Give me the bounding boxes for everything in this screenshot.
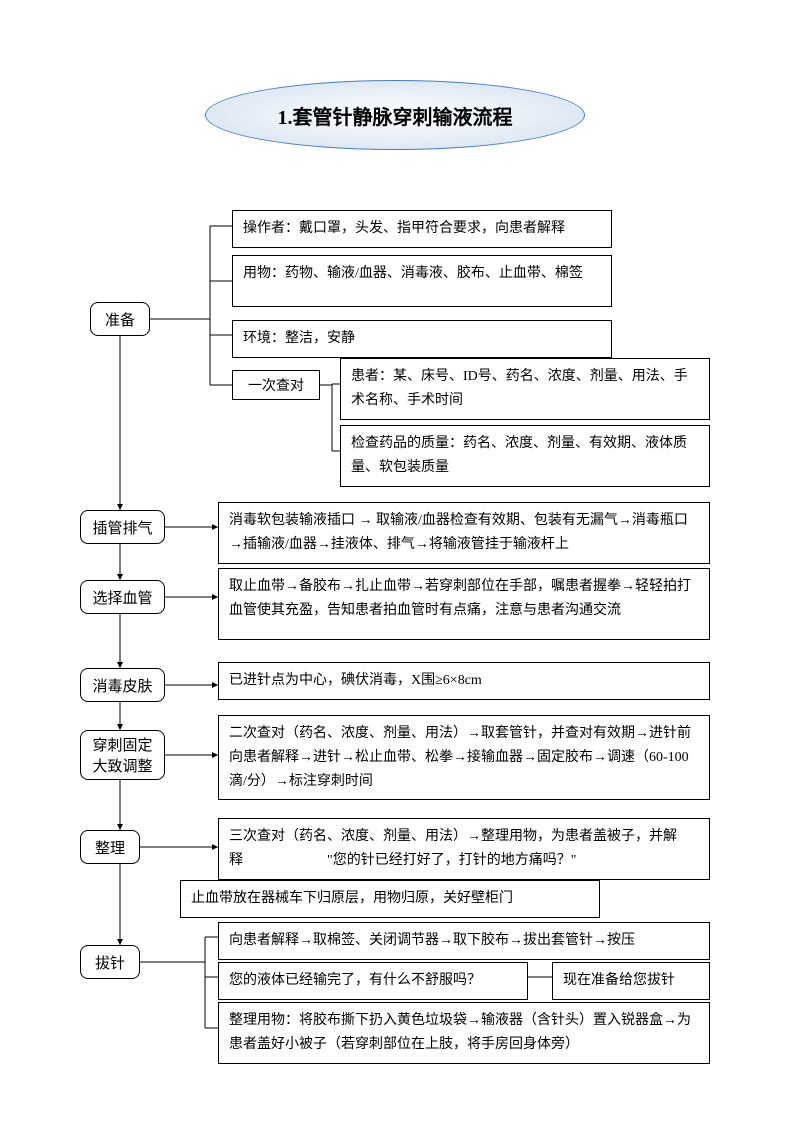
step-vessel: 选择血管 bbox=[80, 580, 165, 614]
step-punct: 穿刺固定 大致调整 bbox=[80, 730, 165, 780]
title-ellipse: 1.套管针静脉穿刺输液流程 bbox=[205, 80, 585, 150]
remove-detail-3: 整理用物：将胶布撕下扔入黄色垃圾袋→输液器（含针头）置入锐器盒→为患者盖好小被子… bbox=[218, 1002, 710, 1064]
prep-detail-2: 环境：整洁，安静 bbox=[232, 320, 612, 358]
title-text: 1.套管针静脉穿刺输液流程 bbox=[278, 101, 513, 130]
main-detail-2: 已进针点为中心，碘伏消毒，X围≥6×8cm bbox=[218, 662, 710, 700]
main-detail-3: 二次查对（药名、浓度、剂量、用法）→取套管针，并查对有效期→进针前向患者解释→进… bbox=[218, 715, 710, 800]
step-disinf: 消毒皮肤 bbox=[80, 668, 165, 702]
main-detail-1: 取止血带→备胶布→扎止血带→若穿刺部位在手部，嘱患者握拳→轻轻拍打血管使其充盈，… bbox=[218, 568, 710, 640]
step-prep: 准备 bbox=[90, 302, 150, 336]
main-detail-4: 三次查对（药名、浓度、剂量、用法）→整理用物，为患者盖被子，并解释 "您的针已经… bbox=[218, 818, 710, 880]
step-insert: 插管排气 bbox=[80, 510, 165, 544]
main-detail-5: 止血带放在器械车下归原层，用物归原，关好壁柜门 bbox=[180, 880, 600, 918]
remove-detail-2: 现在准备给您拔针 bbox=[552, 962, 710, 1000]
step-remove: 拔针 bbox=[80, 945, 140, 979]
prep-detail-0: 操作者：戴口罩，头发、指甲符合要求，向患者解释 bbox=[232, 210, 612, 248]
check-once-box: 一次查对 bbox=[232, 370, 320, 400]
remove-detail-0: 向患者解释→取棉签、关闭调节器→取下胶布→拔出套管针→按压 bbox=[218, 922, 710, 960]
main-detail-0: 消毒软包装输液插口 → 取输液/血器检查有效期、包装有无漏气→消毒瓶口→插输液/… bbox=[218, 502, 710, 564]
check-detail-0: 患者：某、床号、ID号、药名、浓度、剂量、用法、手术名称、手术时间 bbox=[340, 358, 710, 420]
remove-detail-1: 您的液体已经输完了，有什么不舒服吗？ bbox=[218, 962, 528, 1000]
check-detail-1: 检查药品的质量：药名、浓度、剂量、有效期、液体质量、软包装质量 bbox=[340, 425, 710, 487]
prep-detail-1: 用物：药物、输液/血器、消毒液、胶布、止血带、棉签 bbox=[232, 255, 612, 307]
step-tidy: 整理 bbox=[80, 830, 140, 864]
